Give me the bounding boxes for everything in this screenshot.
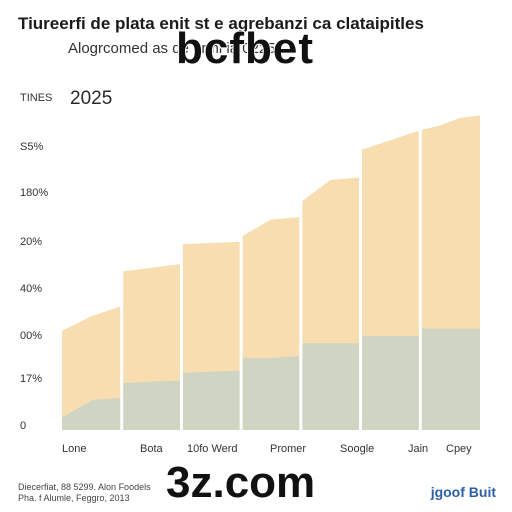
chart-subtitle: Alogrcomed as de ormi ia 0225. [68, 40, 280, 57]
x-axis-ticks: Lone Bota 10fo Werd Promer Soogle Jain Cpey [62, 443, 472, 455]
x-tick-label: Bota [140, 443, 164, 455]
bottom-area-segment-5 [300, 343, 361, 430]
chart-title: Tiureerfi de plata enit st e agrebanzi c… [18, 14, 424, 33]
x-tick-label: Soogle [340, 443, 374, 455]
bottom-area-segment-3 [181, 370, 242, 430]
watermark-bottom: 3z.com [165, 457, 316, 508]
footer-note: Diecerfiat, 88 5299. Alon Foodels Pha. f… [18, 482, 151, 504]
year-label: 2025 [70, 88, 112, 109]
y-tick-label: 40% [20, 283, 42, 295]
y-axis-ticks: TINES S5% 180% 20% 40% 00% 17% 0 [20, 92, 52, 432]
footer-line-2: Pha. f Alumle, Feggro, 2013 [18, 493, 130, 503]
x-tick-label: 10fo Werd [187, 443, 238, 455]
bottom-area-segment-4 [241, 355, 301, 430]
x-tick-label: Cpey [446, 443, 472, 455]
y-tick-label: 17% [20, 373, 42, 385]
y-tick-label: 20% [20, 236, 42, 248]
x-tick-label: Promer [270, 443, 306, 455]
y-tick-label: TINES [20, 92, 52, 104]
y-tick-label: 00% [20, 330, 42, 342]
bottom-area-segment-6 [360, 335, 421, 430]
bottom-area-segment-2 [121, 380, 182, 430]
y-tick-label: 0 [20, 420, 26, 432]
segment-dividers [120, 126, 422, 430]
footer-line-1: Diecerfiat, 88 5299. Alon Foodels [18, 482, 151, 492]
x-tick-label: Lone [62, 443, 86, 455]
bottom-area-segment-1 [62, 397, 122, 430]
brand-logo-text: jgoof Buit [430, 484, 496, 500]
x-tick-label: Jain [408, 443, 428, 455]
watermark-top: bcfbet [175, 23, 314, 74]
area-series-group [62, 115, 480, 431]
y-tick-label: S5% [20, 141, 43, 153]
y-tick-label: 180% [20, 187, 48, 199]
bottom-area-segment-7 [420, 328, 480, 430]
